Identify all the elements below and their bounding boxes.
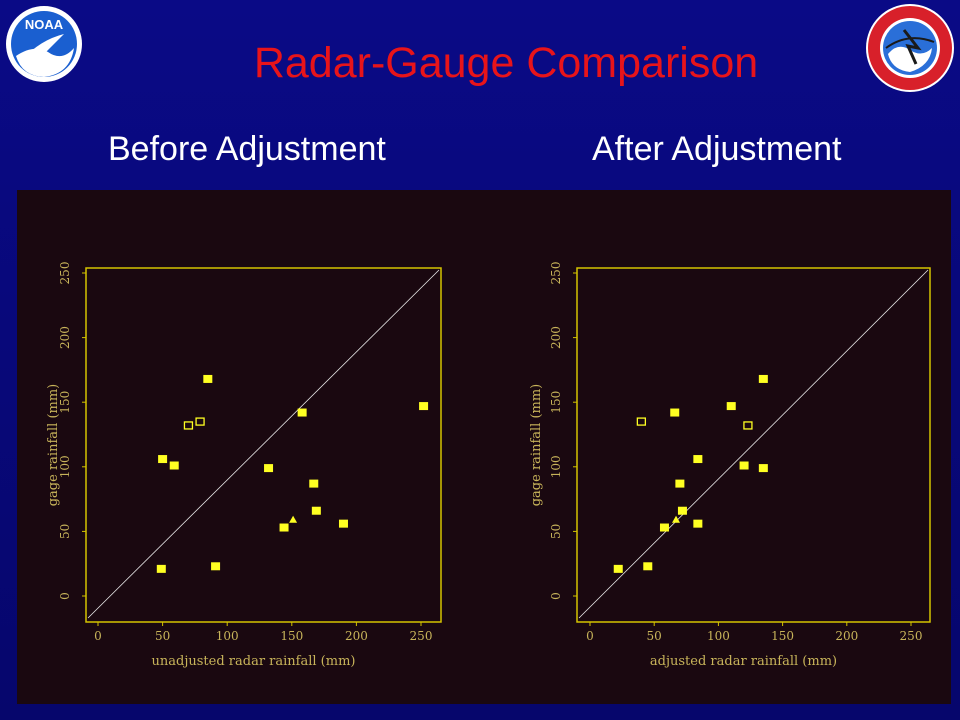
data-point [309,479,319,488]
data-point-open [636,417,647,426]
x-tick-label: 200 [835,629,858,643]
y-tick-label: 100 [58,455,72,478]
x-tick-label: 150 [280,629,303,643]
data-point [659,523,669,532]
x-tick-label: 100 [216,629,239,643]
plot-frame [576,267,931,623]
y-tick-label: 150 [549,391,563,414]
nws-logo [864,2,956,94]
data-point [726,402,736,411]
x-tick-label: 250 [900,629,923,643]
data-point [158,455,168,464]
x-tick-label: 100 [707,629,730,643]
data-point [297,408,307,417]
data-point [419,402,429,411]
y-tick-label: 50 [549,524,563,539]
y-axis-label: gage rainfall (mm) [46,384,61,507]
y-tick-label: 150 [58,391,72,414]
data-point [739,461,749,470]
data-point [311,506,321,515]
data-point-open [195,417,205,426]
data-point [279,523,289,532]
y-tick-label: 200 [58,326,72,349]
y-tick-label: 250 [58,262,72,285]
page-title: Radar-Gauge Comparison [253,39,759,87]
y-tick-label: 200 [549,326,563,349]
charts-panel: 0 50 100 150 200 250 0 50 100 150 200 250 unadjusted… [17,190,951,704]
subtitle-before: Before Adjustment [108,130,386,168]
y-tick-label: 0 [549,592,563,600]
y-tick-label: 0 [58,592,72,600]
x-tick-label: 0 [94,629,102,643]
subtitle-after: After Adjustment [592,130,842,168]
data-point-triangle [289,515,298,523]
data-point [677,506,687,515]
data-point [264,464,274,473]
data-point [613,564,623,573]
x-tick-label: 50 [155,629,170,643]
data-point [338,519,348,528]
noaa-logo-text: NOAA [25,17,64,32]
scatter-chart-1: 0 50 100 150 200 250 0 50 100 150 200 250 unadjusted… [46,262,442,669]
x-tick-label: 200 [345,629,368,643]
data-point [693,455,703,464]
data-point-open [183,421,194,430]
reference-line [87,269,440,619]
x-tick-label: 50 [647,629,662,643]
y-tick-label: 100 [549,455,563,478]
x-axis-label: unadjusted radar rainfall (mm) [152,654,356,669]
data-point [758,374,768,383]
data-point [203,374,213,383]
y-axis-label: gage rainfall (mm) [529,384,544,507]
data-point [211,562,221,571]
reference-line [578,269,929,619]
data-point [643,562,653,571]
data-point [156,564,166,573]
data-point-open [743,421,753,430]
data-point-triangle [672,515,681,523]
charts-svg: 0 50 100 150 200 250 0 50 100 150 200 250 unadjusted… [46,262,931,669]
x-tick-label: 0 [586,629,594,643]
data-point [675,479,685,488]
x-tick-label: 150 [771,629,794,643]
plot-frame [85,267,442,623]
y-tick-label: 250 [549,262,563,285]
data-point [693,519,703,528]
y-tick-label: 50 [58,524,72,539]
x-axis-label: adjusted radar rainfall (mm) [650,654,837,669]
data-point [670,408,680,417]
data-point [758,464,768,473]
scatter-chart-2: 0 50 100 150 200 250 0 50 100 150 200 250 adjusted r… [529,262,931,669]
noaa-logo: NOAA [4,4,84,84]
x-tick-label: 250 [410,629,433,643]
data-point [169,461,179,470]
